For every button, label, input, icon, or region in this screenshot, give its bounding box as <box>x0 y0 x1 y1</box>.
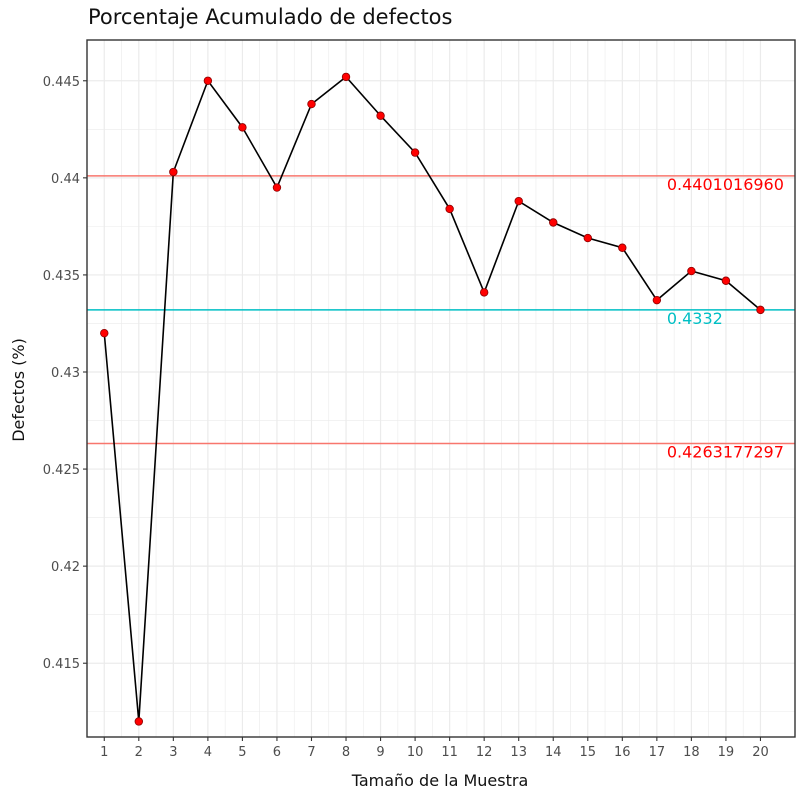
x-tick-label: 6 <box>273 745 281 760</box>
data-point <box>376 111 385 120</box>
data-point <box>583 233 592 243</box>
x-tick-label: 1 <box>100 745 108 760</box>
x-tick-label: 17 <box>649 745 666 760</box>
reference-line-labels: 0.4401016960 0.4332 0.4263177297 <box>667 175 784 462</box>
data-point <box>652 295 662 305</box>
series-layer <box>103 75 761 722</box>
data-point <box>100 328 109 338</box>
panel-border <box>86 39 796 738</box>
x-tick-label: 3 <box>169 745 177 760</box>
y-tick-label: 0.43 <box>51 366 80 381</box>
data-point <box>341 72 351 82</box>
x-tick-label: 14 <box>545 745 562 760</box>
y-tick-label: 0.415 <box>43 657 80 672</box>
data-point <box>272 183 282 192</box>
data-point <box>307 99 316 109</box>
x-tick-label: 19 <box>718 745 735 760</box>
x-tick-label: 4 <box>204 745 212 760</box>
data-point <box>410 148 420 157</box>
y-tick-label: 0.42 <box>51 560 80 575</box>
x-tick-label: 18 <box>683 745 700 760</box>
x-axis-title: Tamaño de la Muestra <box>351 771 529 790</box>
x-tick-label: 5 <box>238 745 246 760</box>
data-point <box>445 204 454 214</box>
data-point <box>756 305 765 315</box>
points-layer <box>100 72 765 726</box>
reference-line-label: 0.4332 <box>667 309 723 328</box>
x-tick-label: 11 <box>441 745 458 760</box>
y-tick-label: 0.425 <box>43 463 80 478</box>
reference-line-label: 0.4401016960 <box>667 175 784 194</box>
data-point <box>169 167 178 177</box>
data-point <box>238 123 247 132</box>
x-axis: 1 2 3 4 5 6 7 8 9 10 11 12 13 14 15 16 17 18 19 20 <box>100 737 769 760</box>
data-point <box>618 243 627 252</box>
data-point <box>721 276 731 285</box>
data-point <box>203 76 213 85</box>
series-line <box>103 75 761 722</box>
x-tick-label: 9 <box>376 745 384 760</box>
reference-line-label: 0.4263177297 <box>667 442 784 461</box>
x-tick-label: 2 <box>135 745 143 760</box>
data-point <box>134 717 144 726</box>
x-tick-label: 13 <box>510 745 527 760</box>
reference-lines <box>87 175 795 445</box>
y-tick-label: 0.435 <box>43 269 80 284</box>
x-tick-label: 15 <box>580 745 597 760</box>
y-tick-label: 0.445 <box>43 75 80 90</box>
x-tick-label: 16 <box>614 745 631 760</box>
chart-title: Porcentaje Acumulado de defectos <box>88 5 452 29</box>
data-point <box>479 288 489 297</box>
y-tick-label: 0.44 <box>51 172 80 187</box>
x-tick-label: 7 <box>307 745 315 760</box>
x-tick-label: 12 <box>476 745 493 760</box>
x-tick-label: 8 <box>342 745 350 760</box>
data-point <box>549 218 558 227</box>
data-point <box>514 196 523 206</box>
y-axis: 0.415 0.42 0.425 0.43 0.435 0.44 0.445 <box>43 75 87 672</box>
y-axis-title: Defectos (%) <box>9 338 28 442</box>
x-tick-label: 10 <box>407 745 424 760</box>
x-tick-label: 20 <box>752 745 769 760</box>
data-point <box>687 266 696 276</box>
grid <box>87 40 795 737</box>
